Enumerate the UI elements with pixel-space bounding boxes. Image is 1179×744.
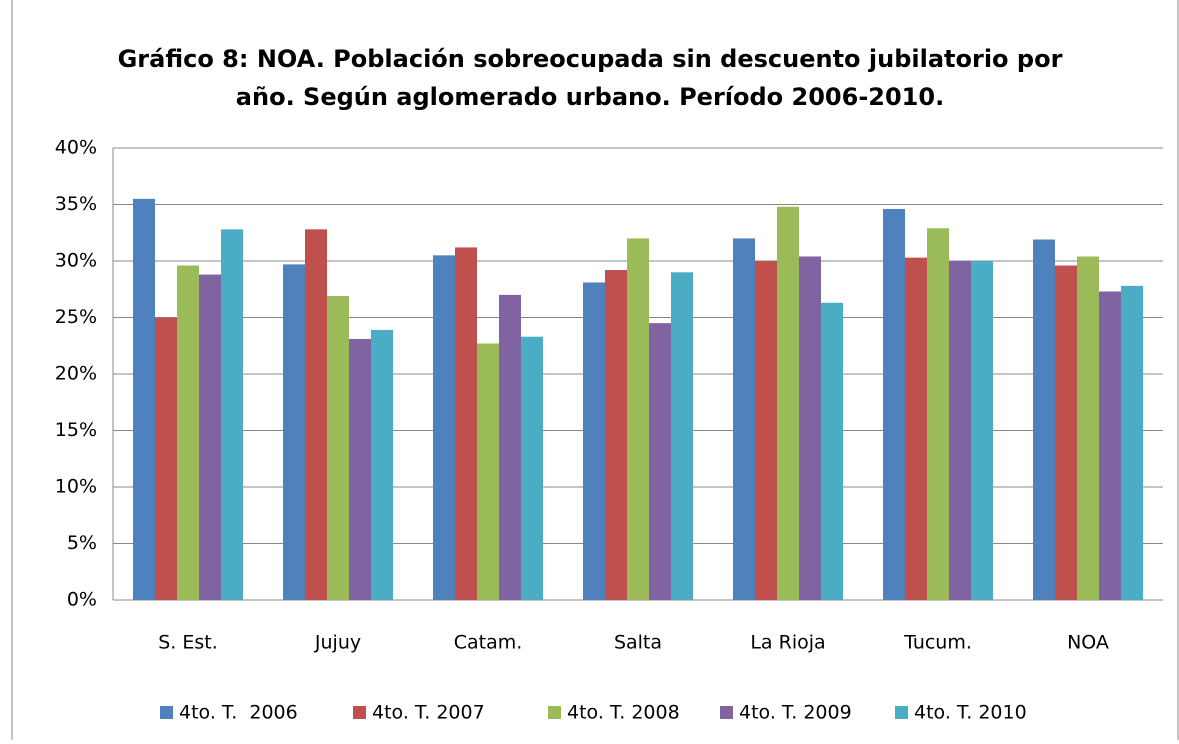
x-tick-label: Jujuy — [314, 632, 361, 654]
bar — [1099, 291, 1121, 600]
bar — [371, 329, 393, 600]
x-tick-label: Tucum. — [903, 632, 972, 654]
bar — [627, 238, 649, 600]
bar — [283, 264, 305, 600]
bar — [1121, 285, 1143, 600]
legend-swatch — [548, 706, 561, 719]
x-tick-label: Catam. — [454, 632, 523, 654]
y-tick-label: 10% — [55, 476, 97, 498]
bar — [221, 229, 243, 601]
bar — [499, 294, 521, 600]
y-tick-label: 30% — [55, 250, 97, 272]
y-tick-label: 15% — [55, 419, 97, 441]
x-tick-label: La Rioja — [750, 632, 825, 654]
bar — [583, 282, 605, 600]
bar — [927, 228, 949, 601]
bar — [199, 274, 221, 600]
bar — [905, 257, 927, 600]
bar — [671, 272, 693, 600]
y-tick-label: 40% — [55, 137, 97, 159]
y-tick-label: 35% — [55, 193, 97, 215]
bar — [305, 229, 327, 601]
legend-swatch — [160, 706, 173, 719]
bar — [649, 323, 671, 600]
bar — [949, 261, 971, 600]
bar — [433, 255, 455, 600]
bar — [971, 261, 993, 600]
bar — [349, 338, 371, 600]
legend-label: 4to. T. 2007 — [372, 702, 485, 724]
bar — [733, 238, 755, 600]
bar — [133, 198, 155, 600]
bar — [777, 206, 799, 600]
legend-label: 4to. T. 2009 — [739, 702, 852, 724]
legend-swatch — [895, 706, 908, 719]
bar — [1077, 256, 1099, 600]
chart-title: Gráfico 8: NOA. Población sobreocupada s… — [118, 45, 1063, 73]
x-tick-label: NOA — [1067, 632, 1109, 654]
legend-swatch — [353, 706, 366, 719]
x-tick-label: Salta — [614, 632, 662, 654]
legend-label: 4to. T. 2008 — [567, 702, 680, 724]
bar — [1033, 239, 1055, 600]
y-tick-label: 20% — [55, 363, 97, 385]
x-tick-label: S. Est. — [158, 632, 218, 654]
legend-swatch — [720, 706, 733, 719]
y-tick-label: 25% — [55, 306, 97, 328]
bar — [327, 296, 349, 600]
bar — [477, 343, 499, 600]
bar — [155, 317, 177, 600]
bar — [177, 265, 199, 600]
bar — [455, 247, 477, 600]
bar — [821, 302, 843, 600]
bar — [799, 256, 821, 600]
y-tick-label: 5% — [67, 532, 97, 554]
bar — [521, 336, 543, 600]
chart-title: año. Según aglomerado urbano. Período 20… — [236, 83, 944, 111]
bar — [883, 209, 905, 600]
legend-label: 4to. T. 2006 — [179, 702, 298, 724]
bar — [755, 261, 777, 600]
legend-label: 4to. T. 2010 — [914, 702, 1027, 724]
bar — [605, 270, 627, 600]
bar — [1055, 265, 1077, 600]
y-tick-label: 0% — [67, 589, 97, 611]
